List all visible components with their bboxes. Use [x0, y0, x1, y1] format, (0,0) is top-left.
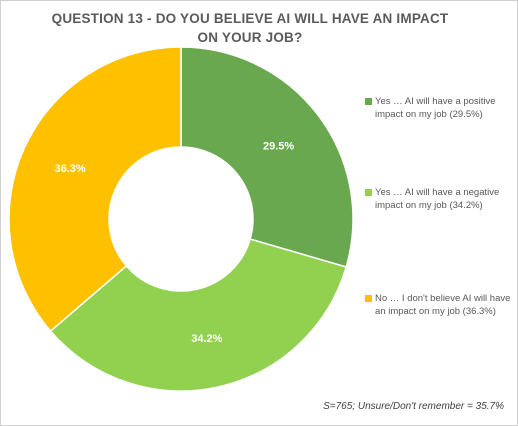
- chart-title: QUESTION 13 - DO YOU BELIEVE AI WILL HAV…: [51, 11, 449, 45]
- legend-swatch-negative: [365, 189, 372, 196]
- legend-label-negative: Yes … AI will have a negative impact on …: [375, 187, 500, 211]
- legend-label-positive: Yes … AI will have a positive impact on …: [375, 96, 496, 120]
- legend-swatch-positive: [365, 98, 372, 105]
- legend-label-no-impact: No … I don't believe AI will have an imp…: [375, 293, 511, 317]
- legend-swatch-no-impact: [365, 295, 372, 302]
- slice-no-impact: [8, 46, 182, 333]
- footnote: S=765; Unsure/Don't remember = 35.7%: [323, 401, 504, 412]
- slice-label-positive: 29.5%: [263, 141, 294, 153]
- slice-label-negative: 34.2%: [191, 333, 222, 345]
- slice-label-no-impact: 36.3%: [55, 163, 86, 175]
- slice-negative: [49, 238, 348, 392]
- slice-positive: [180, 46, 354, 268]
